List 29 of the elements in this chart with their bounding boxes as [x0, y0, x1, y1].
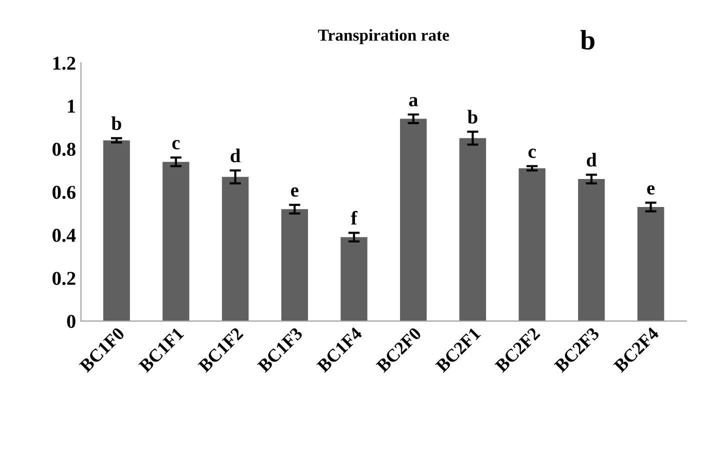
bar [578, 179, 605, 322]
annotation: b [468, 110, 478, 124]
y-tick-label: 1 [68, 100, 76, 113]
annotation: a [409, 97, 418, 106]
bar [103, 140, 130, 322]
annotation: e [290, 187, 298, 197]
bar [222, 176, 249, 322]
annotation: c [528, 148, 536, 158]
annotation: e [647, 185, 655, 195]
annotation: d [230, 148, 240, 162]
y-tick-label: 1.2 [53, 56, 76, 70]
text: b [580, 30, 594, 50]
bar [459, 138, 486, 322]
chart-title: Transpiration rate [318, 29, 450, 44]
y-tick-label: 0.6 [52, 186, 76, 199]
annotation: d [586, 152, 597, 167]
y-tick-label: 0.8 [52, 142, 76, 156]
bar [518, 168, 546, 322]
bar [281, 209, 308, 322]
y-tick-label: 0 [67, 314, 76, 328]
annotation: c [172, 140, 180, 150]
bar [400, 118, 427, 322]
bar [637, 207, 664, 322]
bar [340, 237, 368, 322]
annotation: b [111, 116, 122, 130]
annotation: f [350, 210, 358, 225]
y-tick-label: 0.4 [52, 228, 76, 242]
y-tick-label: 0.2 [52, 272, 76, 286]
bar [162, 162, 190, 322]
